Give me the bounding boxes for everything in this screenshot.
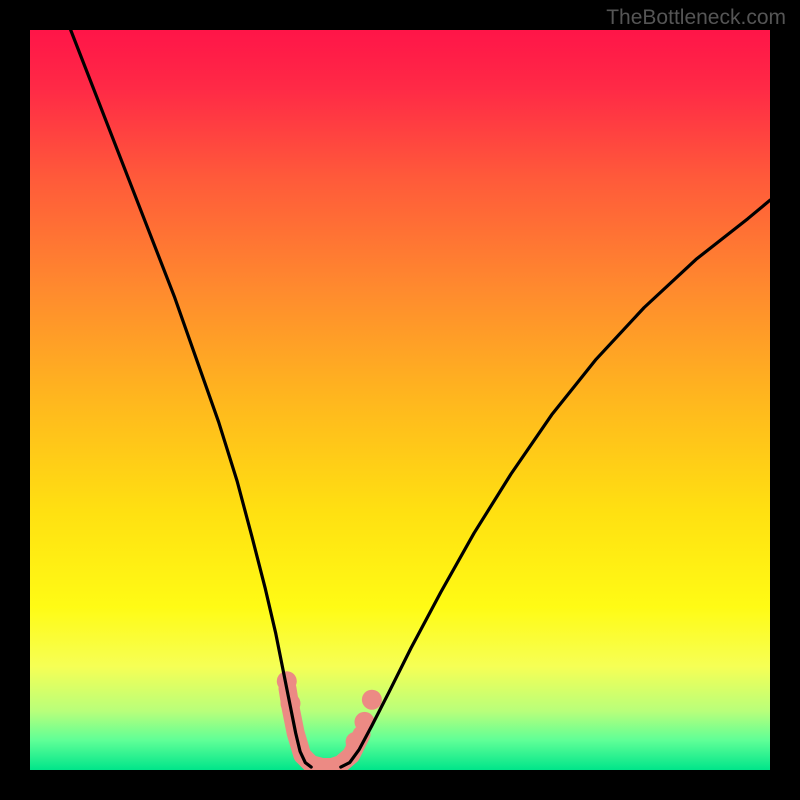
chart-frame: TheBottleneck.com	[0, 0, 800, 800]
plot-area	[30, 30, 770, 770]
valley-marker	[362, 690, 382, 710]
gradient-background	[30, 30, 770, 770]
plot-svg	[30, 30, 770, 770]
watermark-text: TheBottleneck.com	[606, 6, 786, 30]
